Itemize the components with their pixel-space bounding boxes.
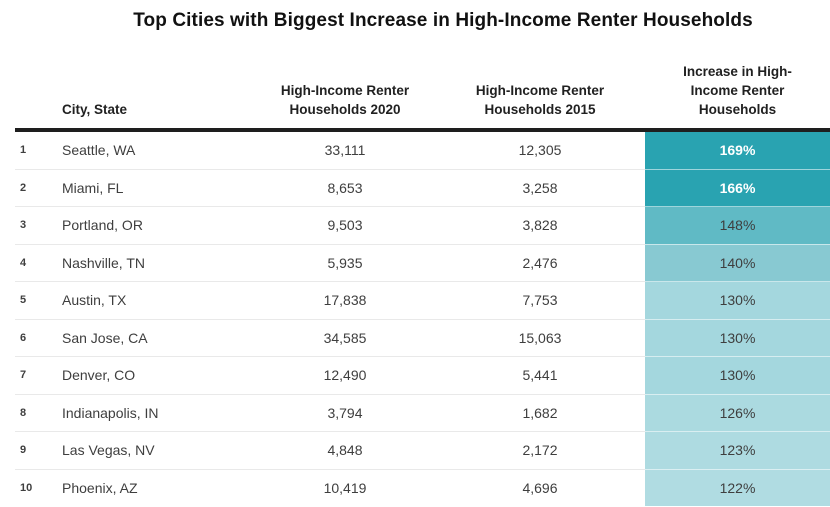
city-cell: Denver, CO	[57, 356, 255, 394]
title-bar: Top Cities with Biggest Increase in High…	[0, 0, 830, 45]
hh2015-cell: 3,258	[435, 168, 645, 207]
header-increase: Increase in High-Income Renter Household…	[645, 45, 830, 132]
increase-cell: 148%	[645, 206, 830, 244]
city-cell: Nashville, TN	[57, 243, 255, 282]
rank-cell: 1	[20, 144, 27, 157]
rank-cell: 4	[15, 243, 57, 282]
increase-cell: 130%	[645, 281, 830, 319]
hh2020-cell: 4,848	[255, 431, 435, 469]
hh2020-cell: 17,838	[255, 281, 435, 319]
city-cell: Austin, TX	[57, 281, 255, 319]
table-row: 2 Miami, FL 8,653 3,258 166%	[15, 168, 830, 207]
increase-cell: 169%	[645, 130, 830, 169]
increase-cell: 126%	[645, 393, 830, 432]
city-cell: Seattle, WA	[62, 142, 136, 159]
header-city-state: City, State	[57, 45, 255, 132]
hh2015-cell: 1,682	[435, 393, 645, 432]
increase-cell: 130%	[645, 356, 830, 394]
hh2020-cell: 5,935	[255, 243, 435, 282]
table-row: 3 Portland, OR 9,503 3,828 148%	[15, 206, 830, 244]
city-cell: Phoenix, AZ	[57, 468, 255, 506]
rank-cell: 7	[15, 356, 57, 394]
table-row: 8 Indianapolis, IN 3,794 1,682 126%	[15, 393, 830, 432]
city-cell: Las Vegas, NV	[57, 431, 255, 469]
table-row: 7 Denver, CO 12,490 5,441 130%	[15, 356, 830, 394]
city-cell: San Jose, CA	[57, 318, 255, 357]
table-row: 6 San Jose, CA 34,585 15,063 130%	[15, 318, 830, 357]
rank-cell: 9	[15, 431, 57, 469]
increase-cell: 123%	[645, 431, 830, 469]
hh2020-cell: 9,503	[255, 206, 435, 244]
rank-cell: 6	[15, 318, 57, 357]
hh2015-cell: 2,476	[435, 243, 645, 282]
rank-cell: 8	[15, 393, 57, 432]
hh2020-cell: 8,653	[255, 168, 435, 207]
header-households-2020: High-Income Renter Households 2020	[255, 45, 435, 132]
hh2015-cell: 4,696	[435, 468, 645, 506]
city-cell: Portland, OR	[57, 206, 255, 244]
table-row: 4 Nashville, TN 5,935 2,476 140%	[15, 243, 830, 282]
rank-cell: 3	[15, 206, 57, 244]
table-body: 1 Seattle, WA 33,111 12,305 169% 2 Miami…	[15, 130, 830, 506]
hh2015-cell: 12,305	[518, 142, 562, 159]
increase-cell: 122%	[645, 468, 830, 506]
increase-cell: 130%	[645, 318, 830, 357]
hh2020-cell: 10,419	[255, 468, 435, 506]
hh2020-cell: 3,794	[255, 393, 435, 432]
header-households-2015: High-Income Renter Households 2015	[435, 45, 645, 132]
hh2015-cell: 7,753	[435, 281, 645, 319]
page-title: Top Cities with Biggest Increase in High…	[133, 10, 753, 31]
city-cell: Miami, FL	[57, 168, 255, 207]
city-cell: Indianapolis, IN	[57, 393, 255, 432]
table-row: 5 Austin, TX 17,838 7,753 130%	[15, 281, 830, 319]
rank-cell: 10	[15, 468, 57, 506]
hh2015-cell: 5,441	[435, 356, 645, 394]
hh2020-cell: 34,585	[255, 318, 435, 357]
header-rank	[15, 45, 57, 132]
rank-cell: 2	[15, 168, 57, 207]
header-row: City, State High-Income Renter Household…	[15, 45, 830, 132]
table-row: 10 Phoenix, AZ 10,419 4,696 122%	[15, 468, 830, 506]
table-row: 9 Las Vegas, NV 4,848 2,172 123%	[15, 431, 830, 469]
hh2020-cell: 12,490	[255, 356, 435, 394]
table-row: 1 Seattle, WA 33,111 12,305 169%	[15, 130, 830, 169]
increase-cell: 140%	[645, 243, 830, 282]
hh2015-cell: 15,063	[435, 318, 645, 357]
hh2020-cell: 33,111	[324, 142, 366, 159]
increase-cell: 166%	[645, 168, 830, 207]
table-header: City, State High-Income Renter Household…	[15, 45, 830, 132]
high-income-renter-table: City, State High-Income Renter Household…	[15, 45, 830, 506]
hh2015-cell: 2,172	[435, 431, 645, 469]
rank-cell: 5	[15, 281, 57, 319]
hh2015-cell: 3,828	[435, 206, 645, 244]
